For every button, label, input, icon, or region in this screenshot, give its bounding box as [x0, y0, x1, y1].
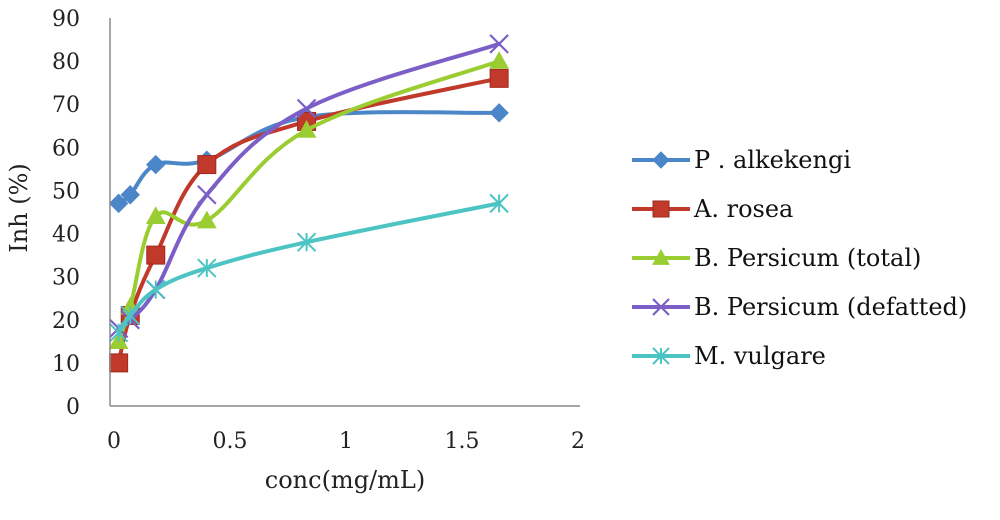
y-axis-title: Inh (%) [5, 163, 33, 253]
y-tick-label: 10 [52, 352, 80, 377]
legend-label: P . alkekengi [694, 146, 851, 174]
y-tick-label: 90 [52, 7, 80, 32]
data-point [296, 232, 317, 252]
series-4 [108, 34, 509, 339]
y-tick-label: 70 [52, 93, 80, 118]
data-point [489, 51, 509, 69]
legend-item: B. Persicum (total) [632, 244, 921, 272]
data-point [145, 206, 166, 225]
x-tick-label: 0.5 [213, 429, 248, 454]
series-3 [108, 51, 509, 350]
legend-item: P . alkekengi [632, 146, 851, 174]
x-axis-title: conc(mg/mL) [265, 466, 425, 494]
y-tick-label: 40 [52, 223, 80, 248]
data-point [196, 210, 217, 229]
x-tick-label: 1.5 [445, 429, 480, 454]
plot-area [108, 34, 509, 373]
x-tick-label: 0 [107, 429, 121, 454]
legend-item: M. vulgare [632, 342, 826, 370]
data-point [197, 258, 217, 278]
x-tick-label: 1 [339, 429, 353, 454]
data-point [120, 305, 140, 326]
y-tick-label: 30 [52, 266, 80, 291]
data-point [489, 103, 509, 123]
y-tick-label: 60 [52, 136, 80, 161]
legend-item: A. rosea [632, 195, 793, 223]
data-point [146, 279, 166, 300]
series-5 [108, 193, 509, 343]
series-line [116, 201, 502, 335]
legend-label: B. Persicum (defatted) [694, 293, 967, 321]
x-tick-labels: 0 0.5 1 1.5 2 [107, 429, 585, 454]
legend-item: B. Persicum (defatted) [632, 293, 967, 321]
legend-marker [652, 347, 670, 365]
data-point [109, 353, 129, 373]
data-point [108, 193, 129, 214]
data-point [489, 68, 509, 88]
data-point [197, 184, 217, 205]
data-point [296, 98, 317, 119]
data-point [296, 120, 317, 138]
legend-label: A. rosea [693, 195, 793, 223]
data-point [489, 34, 509, 54]
y-tick-label: 80 [52, 50, 80, 75]
data-point [146, 245, 166, 265]
y-tick-label: 0 [66, 395, 80, 420]
legend-marker [652, 200, 670, 218]
y-tick-label: 20 [52, 309, 80, 334]
legend: P . alkekengi A. rosea B. Persicum (total)… [632, 146, 967, 370]
data-point [489, 193, 509, 214]
y-tick-labels: 0 10 20 30 40 50 60 70 80 90 [52, 7, 80, 420]
legend-marker [652, 298, 670, 316]
data-point [108, 323, 129, 343]
data-point [146, 154, 166, 175]
legend-marker [652, 151, 670, 169]
data-point [197, 155, 217, 175]
series-line [116, 41, 502, 331]
legend-label: B. Persicum (total) [694, 244, 921, 272]
legend-label: M. vulgare [694, 342, 826, 370]
legend-marker [652, 248, 670, 265]
series-2 [109, 68, 509, 373]
x-tick-label: 2 [571, 429, 585, 454]
y-tick-label: 50 [52, 179, 80, 204]
series-line [116, 59, 502, 344]
data-point [120, 185, 140, 205]
